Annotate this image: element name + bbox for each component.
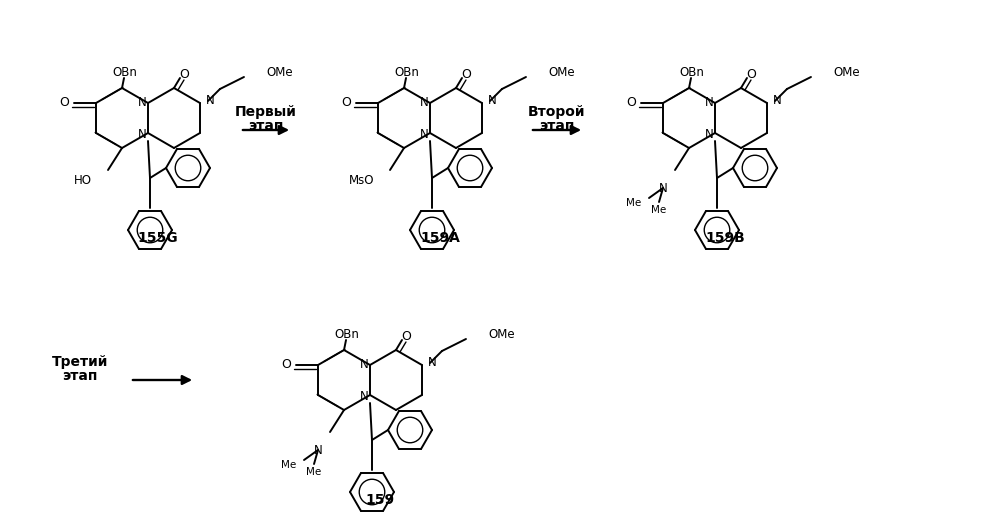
Text: O: O: [59, 96, 69, 110]
Text: OMe: OMe: [265, 67, 292, 80]
Text: HO: HO: [74, 173, 92, 187]
Text: 159B: 159B: [706, 231, 745, 245]
Text: O: O: [341, 96, 351, 110]
Text: O: O: [747, 68, 755, 81]
Text: O: O: [281, 358, 291, 372]
Text: OMe: OMe: [833, 67, 859, 80]
Text: OBn: OBn: [334, 328, 359, 341]
Text: N: N: [659, 181, 668, 194]
Text: Первый: Первый: [236, 105, 297, 119]
Text: N: N: [419, 127, 428, 140]
Text: 159: 159: [365, 493, 394, 507]
Text: MsO: MsO: [348, 173, 374, 187]
Text: 155G: 155G: [138, 231, 179, 245]
Text: N: N: [705, 127, 714, 140]
Text: O: O: [626, 96, 636, 110]
Text: 159A: 159A: [420, 231, 460, 245]
Text: Me: Me: [306, 467, 321, 477]
Text: N: N: [705, 95, 714, 108]
Text: OBn: OBn: [680, 66, 705, 79]
Text: O: O: [179, 68, 189, 81]
Text: O: O: [461, 68, 471, 81]
Text: Me: Me: [652, 205, 667, 215]
Text: этап: этап: [539, 119, 575, 133]
Text: OMe: OMe: [488, 329, 515, 342]
Text: Третий: Третий: [52, 355, 108, 369]
Text: Второй: Второй: [528, 105, 586, 119]
Text: N: N: [359, 357, 368, 370]
Text: N: N: [419, 95, 428, 108]
Text: этап: этап: [249, 119, 283, 133]
Text: Me: Me: [626, 198, 641, 208]
Text: OBn: OBn: [113, 66, 138, 79]
Text: N: N: [138, 95, 147, 108]
Text: N: N: [488, 94, 497, 107]
Text: OBn: OBn: [394, 66, 419, 79]
Text: N: N: [313, 443, 322, 456]
Text: N: N: [206, 94, 215, 107]
Text: N: N: [359, 389, 368, 402]
Text: этап: этап: [62, 369, 98, 383]
Text: OMe: OMe: [548, 67, 575, 80]
Text: N: N: [428, 356, 437, 369]
Text: Me: Me: [280, 460, 296, 470]
Text: O: O: [401, 330, 411, 343]
Text: N: N: [773, 94, 781, 107]
Text: N: N: [138, 127, 147, 140]
